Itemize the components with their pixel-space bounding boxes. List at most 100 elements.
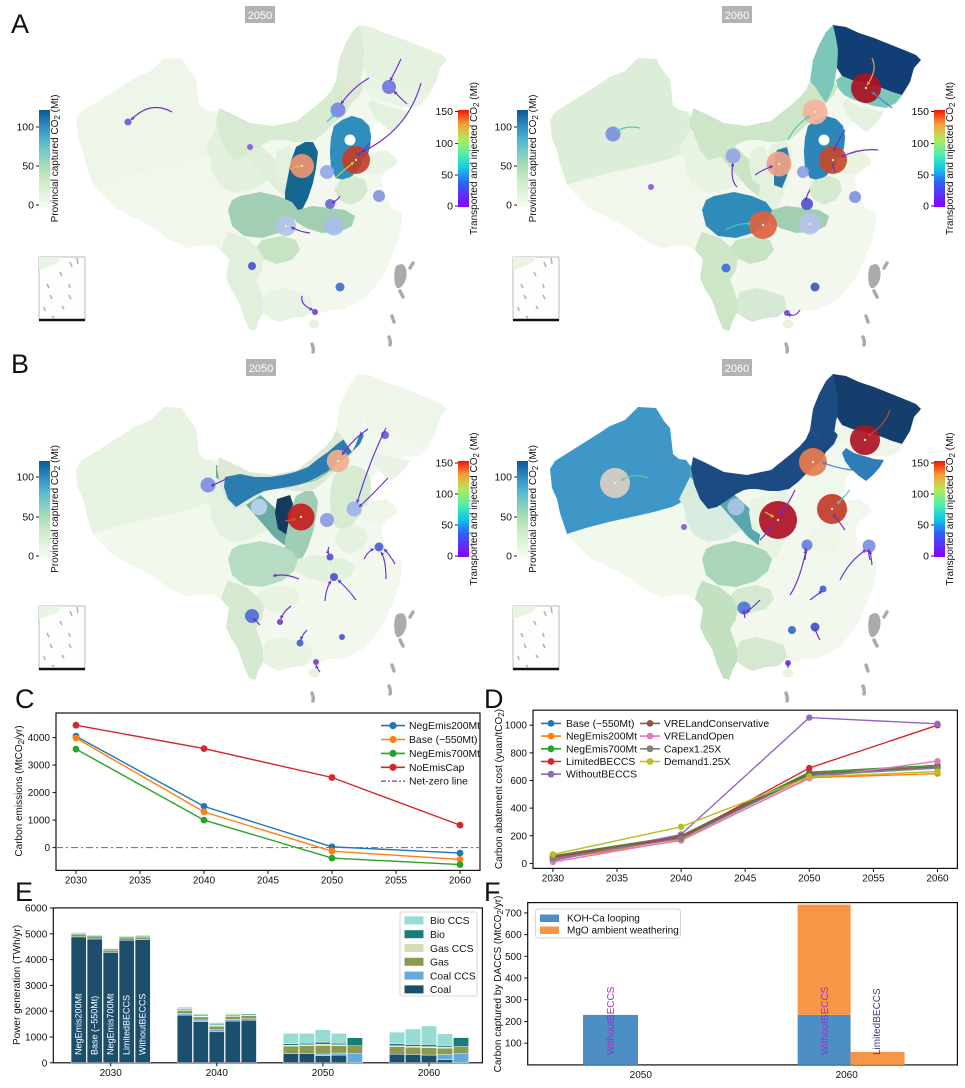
svg-text:2060: 2060 bbox=[418, 1068, 441, 1079]
svg-text:2055: 2055 bbox=[385, 875, 408, 886]
svg-text:Carbon emissions (MtCO2/yr): Carbon emissions (MtCO2/yr) bbox=[14, 725, 26, 856]
svg-text:2050: 2050 bbox=[798, 873, 821, 884]
svg-text:0: 0 bbox=[521, 859, 527, 870]
svg-text:LimitedBECCS: LimitedBECCS bbox=[122, 995, 132, 1055]
svg-text:2055: 2055 bbox=[862, 873, 885, 884]
svg-text:Provincial captured CO2 (Mt): Provincial captured CO2 (Mt) bbox=[528, 445, 540, 573]
svg-text:1000: 1000 bbox=[505, 721, 528, 732]
svg-text:2030: 2030 bbox=[65, 875, 88, 886]
svg-text:WithoutBECCS: WithoutBECCS bbox=[820, 986, 831, 1055]
svg-text:2035: 2035 bbox=[129, 875, 152, 886]
svg-text:400: 400 bbox=[505, 974, 522, 985]
svg-text:2050: 2050 bbox=[248, 10, 272, 22]
svg-text:0: 0 bbox=[44, 843, 50, 854]
svg-text:NegEmis200Mt: NegEmis200Mt bbox=[566, 732, 637, 743]
svg-text:Base (−550Mt): Base (−550Mt) bbox=[409, 735, 477, 746]
svg-text:Power generation (TWh/yr): Power generation (TWh/yr) bbox=[12, 925, 23, 1045]
svg-text:Carbon abatement cost (yuan/tC: Carbon abatement cost (yuan/tCO2) bbox=[494, 709, 506, 869]
svg-text:4000: 4000 bbox=[25, 955, 48, 966]
svg-text:150: 150 bbox=[435, 106, 453, 118]
svg-text:B: B bbox=[11, 349, 29, 379]
svg-text:1000: 1000 bbox=[28, 816, 51, 827]
svg-text:0: 0 bbox=[28, 200, 34, 212]
svg-text:100: 100 bbox=[911, 489, 929, 501]
svg-text:2060: 2060 bbox=[725, 363, 749, 375]
svg-text:2035: 2035 bbox=[606, 873, 629, 884]
svg-text:D: D bbox=[484, 684, 504, 714]
svg-text:Carbon captured by DACCS (MtCO: Carbon captured by DACCS (MtCO2/yr) bbox=[493, 896, 505, 1073]
svg-text:100: 100 bbox=[435, 138, 453, 150]
svg-text:50: 50 bbox=[22, 512, 34, 524]
svg-text:NegEmis200Mt: NegEmis200Mt bbox=[409, 721, 480, 732]
svg-text:Gas: Gas bbox=[430, 958, 449, 969]
svg-text:6000: 6000 bbox=[25, 904, 48, 915]
svg-text:NegEmis700Mt: NegEmis700Mt bbox=[566, 744, 637, 755]
svg-text:100: 100 bbox=[494, 122, 512, 134]
svg-text:100: 100 bbox=[911, 138, 929, 150]
svg-text:Base (−550Mt): Base (−550Mt) bbox=[566, 719, 634, 730]
svg-text:2040: 2040 bbox=[206, 1068, 229, 1079]
svg-text:2040: 2040 bbox=[670, 873, 693, 884]
svg-text:100: 100 bbox=[16, 122, 34, 134]
svg-text:Transported and injected CO2 (: Transported and injected CO2 (Mt) bbox=[945, 82, 957, 235]
svg-text:50: 50 bbox=[500, 161, 512, 173]
svg-text:150: 150 bbox=[911, 458, 929, 470]
svg-text:4000: 4000 bbox=[28, 733, 51, 744]
svg-text:Provincial captured CO2 (Mt): Provincial captured CO2 (Mt) bbox=[50, 95, 62, 223]
svg-text:3000: 3000 bbox=[25, 981, 48, 992]
svg-text:100: 100 bbox=[494, 472, 512, 484]
svg-text:0: 0 bbox=[447, 201, 453, 213]
svg-text:2045: 2045 bbox=[257, 875, 280, 886]
svg-text:50: 50 bbox=[22, 161, 34, 173]
svg-text:VRELandOpen: VRELandOpen bbox=[664, 732, 734, 743]
svg-text:0: 0 bbox=[506, 551, 512, 563]
svg-text:Bio CCS: Bio CCS bbox=[430, 916, 470, 927]
svg-text:2000: 2000 bbox=[28, 788, 51, 799]
svg-text:150: 150 bbox=[435, 458, 453, 470]
svg-text:Coal CCS: Coal CCS bbox=[430, 971, 476, 982]
svg-text:50: 50 bbox=[441, 520, 453, 532]
svg-text:800: 800 bbox=[510, 748, 527, 759]
svg-text:100: 100 bbox=[435, 489, 453, 501]
svg-text:Net-zero line: Net-zero line bbox=[409, 777, 468, 788]
svg-text:Base (−550Mt): Base (−550Mt) bbox=[90, 996, 100, 1055]
svg-text:100: 100 bbox=[505, 1039, 522, 1050]
svg-text:600: 600 bbox=[510, 776, 527, 787]
svg-text:200: 200 bbox=[505, 1017, 522, 1028]
svg-text:Demand1.25X: Demand1.25X bbox=[664, 757, 730, 768]
svg-text:200: 200 bbox=[510, 831, 527, 842]
svg-text:Provincial captured CO2 (Mt): Provincial captured CO2 (Mt) bbox=[50, 445, 62, 573]
svg-text:2045: 2045 bbox=[734, 873, 757, 884]
svg-text:VRELandConservative: VRELandConservative bbox=[664, 719, 769, 730]
svg-text:2030: 2030 bbox=[100, 1068, 123, 1079]
svg-text:WithoutBECCS: WithoutBECCS bbox=[566, 770, 637, 781]
svg-text:2060: 2060 bbox=[926, 873, 949, 884]
svg-text:NoEmisCap: NoEmisCap bbox=[409, 763, 465, 774]
svg-text:50: 50 bbox=[441, 170, 453, 182]
svg-text:2060: 2060 bbox=[836, 1070, 859, 1081]
svg-text:Coal: Coal bbox=[430, 985, 451, 996]
svg-text:150: 150 bbox=[911, 106, 929, 118]
svg-text:NegEmis700Mt: NegEmis700Mt bbox=[409, 749, 480, 760]
svg-text:0: 0 bbox=[28, 551, 34, 563]
svg-text:600: 600 bbox=[505, 930, 522, 941]
svg-text:WithoutBECCS: WithoutBECCS bbox=[138, 993, 148, 1055]
svg-text:E: E bbox=[15, 877, 33, 907]
svg-text:0: 0 bbox=[506, 200, 512, 212]
svg-text:A: A bbox=[11, 9, 29, 39]
svg-text:Transported and injected CO2 (: Transported and injected CO2 (Mt) bbox=[469, 82, 481, 235]
svg-text:0: 0 bbox=[42, 1058, 48, 1069]
svg-text:0: 0 bbox=[923, 201, 929, 213]
svg-text:500: 500 bbox=[505, 952, 522, 963]
svg-text:Bio: Bio bbox=[430, 930, 445, 941]
svg-text:2050: 2050 bbox=[312, 1068, 335, 1079]
svg-text:3000: 3000 bbox=[28, 761, 51, 772]
svg-text:1000: 1000 bbox=[25, 1033, 48, 1044]
svg-text:2050: 2050 bbox=[321, 875, 344, 886]
svg-text:50: 50 bbox=[917, 170, 929, 182]
svg-text:KOH-Ca looping: KOH-Ca looping bbox=[567, 914, 640, 925]
svg-text:MgO ambient weathering: MgO ambient weathering bbox=[567, 926, 679, 937]
svg-text:2060: 2060 bbox=[449, 875, 472, 886]
svg-text:NegEmis700Mt: NegEmis700Mt bbox=[106, 993, 116, 1055]
svg-text:2050: 2050 bbox=[249, 363, 273, 375]
